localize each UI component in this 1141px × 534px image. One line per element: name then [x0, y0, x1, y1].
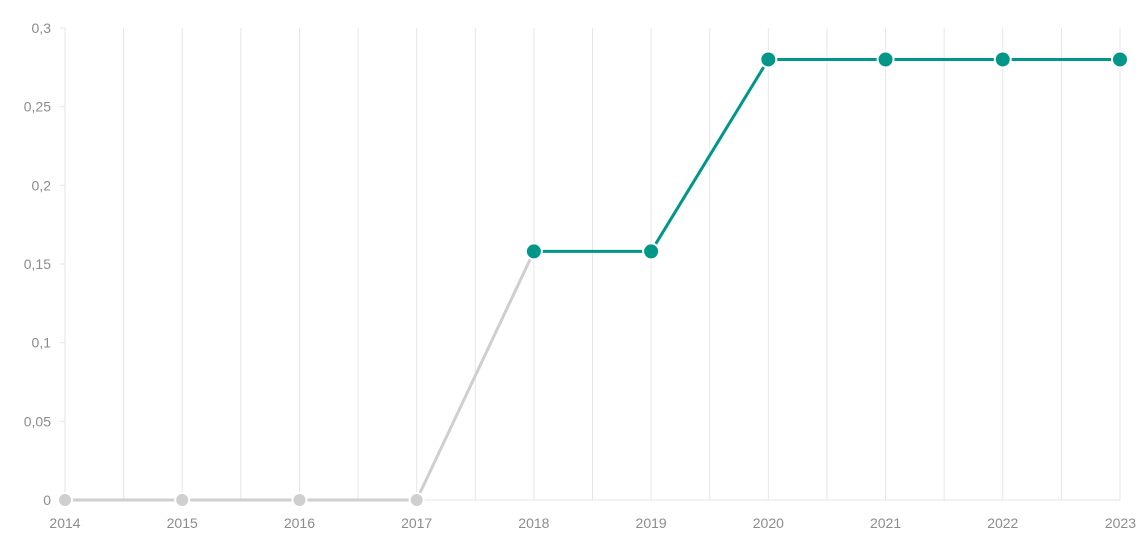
data-point [642, 242, 661, 261]
data-point [1111, 50, 1129, 69]
y-tick-label: 0,25 [24, 99, 51, 115]
y-tick-label: 0,2 [32, 177, 52, 193]
y-tick-label: 0,3 [32, 20, 52, 36]
points-layer [57, 50, 1129, 508]
data-point [174, 492, 191, 508]
series-layer [63, 57, 1122, 502]
grid-layer [64, 28, 1121, 500]
x-tick-label: 2020 [753, 515, 784, 531]
data-point [57, 492, 73, 508]
y-tick-label: 0,1 [32, 335, 52, 351]
data-point [876, 50, 895, 69]
y-tick-label: 0,05 [24, 413, 51, 429]
data-point [759, 50, 778, 69]
data-point [291, 492, 308, 508]
x-tick-label: 2021 [870, 515, 901, 531]
x-tick-label: 2017 [401, 515, 432, 531]
data-point [408, 492, 425, 508]
y-tick-label: 0 [43, 492, 51, 508]
data-point [993, 50, 1012, 69]
x-tick-label: 2019 [636, 515, 667, 531]
labels-layer: 0 0,05 0,1 0,15 0,2 0,25 0,3 2014 2015 2016 2017 20… [24, 20, 1136, 531]
x-tick-label: 2014 [49, 515, 80, 531]
x-tick-label: 2015 [167, 515, 198, 531]
x-tick-label: 2022 [987, 515, 1018, 531]
y-tick-label: 0,15 [24, 256, 51, 272]
x-tick-label: 2023 [1105, 515, 1136, 531]
data-point [524, 242, 543, 261]
x-tick-label: 2018 [518, 515, 549, 531]
series-segment [415, 249, 536, 502]
series-segment [649, 57, 770, 253]
axis-layer [60, 27, 1120, 501]
x-tick-label: 2016 [284, 515, 315, 531]
